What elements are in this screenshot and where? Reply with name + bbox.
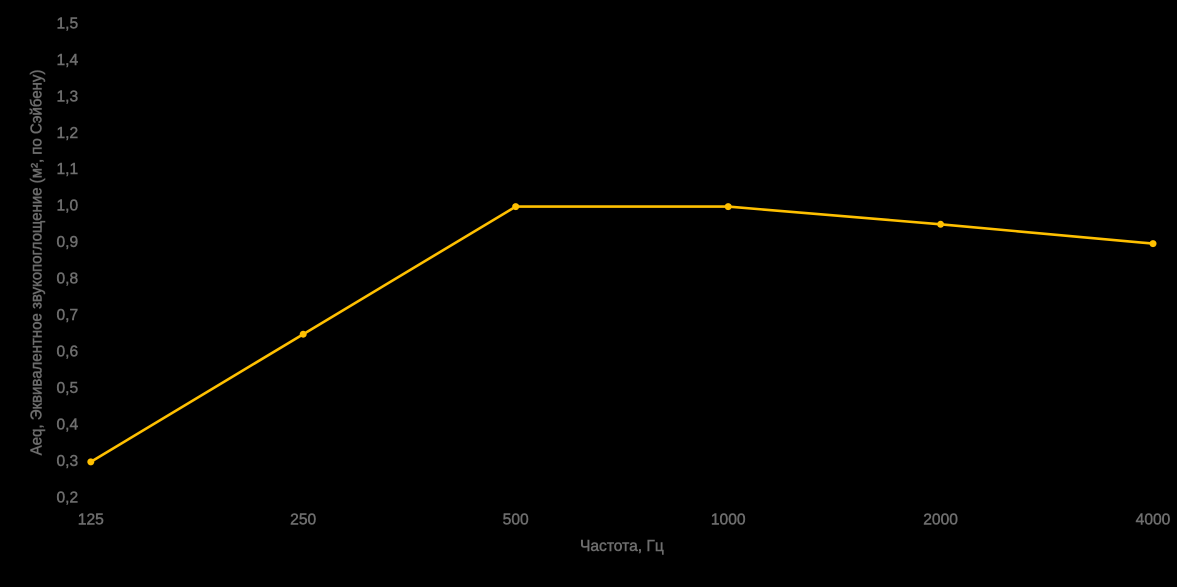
svg-text:Аeq, Эквивалентное звукопоглощ: Аeq, Эквивалентное звукопоглощение (м², … — [29, 70, 46, 456]
svg-text:1,5: 1,5 — [57, 15, 79, 32]
svg-text:125: 125 — [78, 512, 104, 529]
svg-text:1,2: 1,2 — [57, 125, 79, 142]
svg-text:500: 500 — [503, 512, 529, 529]
svg-text:0,5: 0,5 — [57, 380, 79, 397]
svg-text:1,0: 1,0 — [57, 198, 79, 215]
svg-text:2000: 2000 — [923, 512, 958, 529]
svg-text:1,4: 1,4 — [57, 52, 79, 69]
svg-text:0,2: 0,2 — [57, 489, 79, 506]
svg-text:0,8: 0,8 — [57, 271, 79, 288]
svg-text:1,3: 1,3 — [57, 88, 79, 105]
svg-text:0,7: 0,7 — [57, 307, 79, 324]
svg-text:0,6: 0,6 — [57, 344, 79, 361]
svg-text:0,9: 0,9 — [57, 234, 79, 251]
svg-text:0,3: 0,3 — [57, 453, 79, 470]
svg-text:Частота, Гц: Частота, Гц — [580, 538, 664, 555]
svg-text:1,1: 1,1 — [57, 161, 79, 178]
svg-text:250: 250 — [290, 512, 316, 529]
svg-text:4000: 4000 — [1136, 512, 1171, 529]
svg-text:1000: 1000 — [711, 512, 746, 529]
svg-text:0,4: 0,4 — [57, 417, 79, 434]
